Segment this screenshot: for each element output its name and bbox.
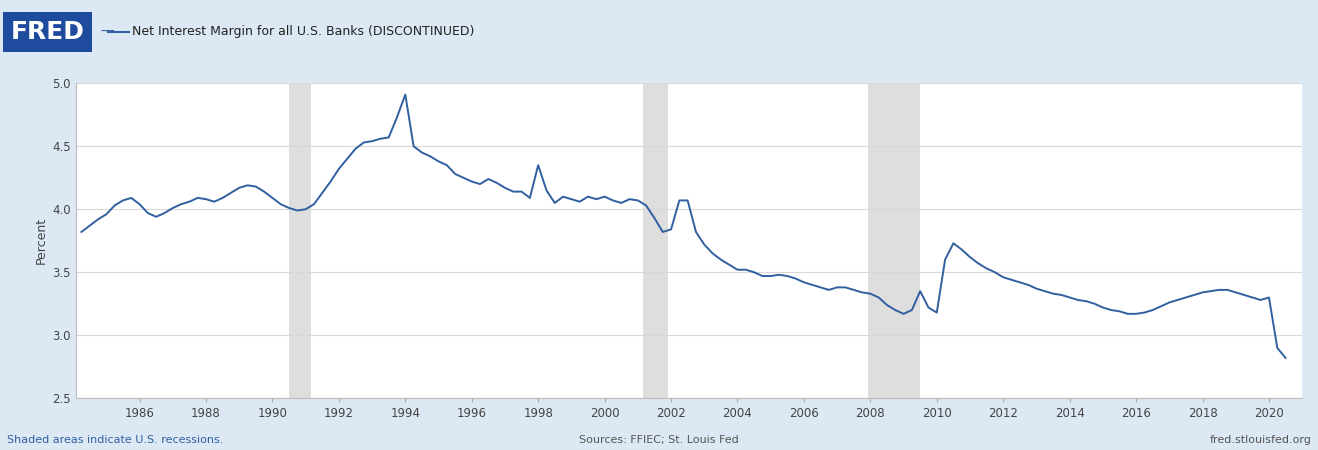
FancyBboxPatch shape [3,12,92,52]
Text: —: — [100,25,113,39]
Y-axis label: Percent: Percent [36,217,47,264]
Text: FRED: FRED [11,20,84,44]
Text: fred.stlouisfed.org: fred.stlouisfed.org [1210,435,1311,445]
Text: Shaded areas indicate U.S. recessions.: Shaded areas indicate U.S. recessions. [7,435,223,445]
Text: Net Interest Margin for all U.S. Banks (DISCONTINUED): Net Interest Margin for all U.S. Banks (… [132,26,474,38]
Text: Sources: FFIEC; St. Louis Fed: Sources: FFIEC; St. Louis Fed [579,435,739,445]
Bar [643,83,668,398]
Bar [867,83,920,398]
Bar [289,83,311,398]
